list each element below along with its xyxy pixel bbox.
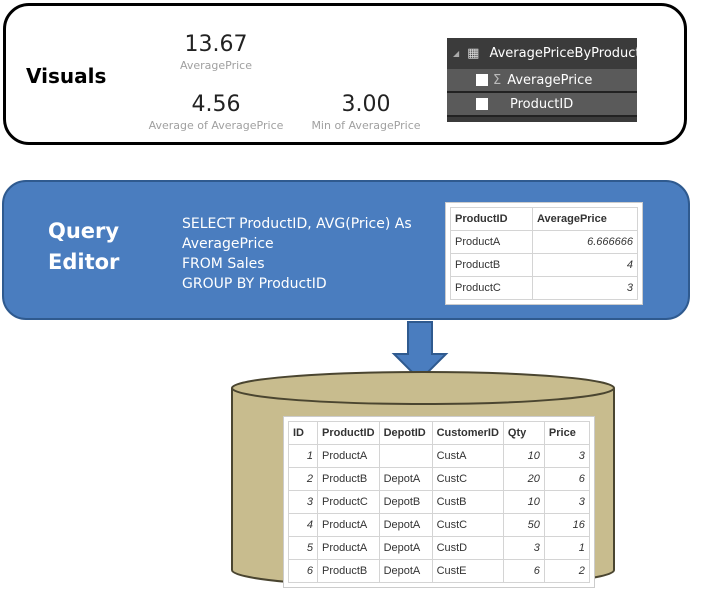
field-item-productid[interactable]: ProductID bbox=[447, 93, 637, 117]
table-cell: ProductC bbox=[450, 276, 533, 300]
down-arrow-icon bbox=[391, 321, 449, 382]
table-cell: ProductB bbox=[317, 559, 380, 583]
table-cell: 3 bbox=[502, 536, 545, 560]
query-editor-label: Query Editor bbox=[48, 219, 120, 274]
column-header: CustomerID bbox=[431, 421, 504, 445]
table-cell: CustE bbox=[431, 559, 504, 583]
checkbox[interactable] bbox=[476, 98, 488, 110]
table-cell: DepotA bbox=[378, 536, 433, 560]
sigma-icon: Σ bbox=[493, 72, 502, 88]
kpi-card[interactable]: 4.56 Average of AveragePrice bbox=[136, 92, 296, 132]
table-grid-icon: ▦ bbox=[467, 45, 480, 61]
table-cell: 1 bbox=[288, 444, 318, 468]
table-cell: 5 bbox=[288, 536, 318, 560]
table-cell: 50 bbox=[502, 513, 545, 537]
collapse-triangle-icon[interactable]: ◢ bbox=[453, 48, 460, 58]
field-name: AveragePrice bbox=[507, 72, 593, 88]
table-cell: 1 bbox=[543, 536, 590, 560]
table-cell bbox=[378, 444, 433, 468]
kpi-card[interactable]: 3.00 Min of AveragePrice bbox=[296, 92, 436, 132]
table-cell: ProductA bbox=[450, 230, 533, 254]
column-header: DepotID bbox=[378, 421, 433, 445]
column-header: Qty bbox=[502, 421, 545, 445]
checkbox[interactable] bbox=[476, 74, 488, 86]
table-cell: CustC bbox=[431, 467, 504, 491]
column-header: Price bbox=[543, 421, 590, 445]
table-cell: 10 bbox=[502, 444, 545, 468]
kpi-card[interactable]: 13.67 AveragePrice bbox=[146, 32, 286, 72]
table-cell: ProductA bbox=[317, 536, 380, 560]
kpi-value: 4.56 bbox=[191, 92, 241, 117]
table-cell: 20 bbox=[502, 467, 545, 491]
table-cell: 6 bbox=[543, 467, 590, 491]
table-cell: 6 bbox=[288, 559, 318, 583]
table-cell: CustD bbox=[431, 536, 504, 560]
table-row: 3 ProductC DepotB CustB 10 3 bbox=[288, 490, 590, 514]
kpi-value: 13.67 bbox=[184, 32, 248, 57]
table-cell: 2 bbox=[543, 559, 590, 583]
table-cell: ProductB bbox=[317, 467, 380, 491]
table-cell: ProductC bbox=[317, 490, 380, 514]
table-cell: 16 bbox=[543, 513, 590, 537]
table-row: ProductA 6.666666 bbox=[450, 230, 639, 254]
table-row: ProductC 3 bbox=[450, 276, 639, 300]
kpi-label: AveragePrice bbox=[179, 59, 252, 72]
table-cell: DepotA bbox=[378, 513, 433, 537]
fields-pane: ◢ ▦ AveragePriceByProduct Σ AveragePrice… bbox=[447, 38, 641, 122]
table-cell: ProductA bbox=[317, 444, 380, 468]
visuals-label: Visuals bbox=[26, 64, 107, 88]
table-cell: 4 bbox=[531, 253, 639, 277]
table-cell: 6 bbox=[502, 559, 545, 583]
table-cell: 10 bbox=[502, 490, 545, 514]
fields-table-header[interactable]: ◢ ▦ AveragePriceByProduct bbox=[447, 41, 641, 65]
kpi-label: Average of AveragePrice bbox=[148, 119, 284, 132]
sales-table: ID ProductID DepotID CustomerID Qty Price 1 Pro… bbox=[283, 416, 595, 588]
column-header: ProductID bbox=[317, 421, 380, 445]
table-row: 2 ProductB DepotA CustC 20 6 bbox=[288, 467, 590, 491]
table-cell: 4 bbox=[288, 513, 318, 537]
table-row: 5 ProductA DepotA CustD 3 1 bbox=[288, 536, 590, 560]
column-header: ID bbox=[288, 421, 318, 445]
table-cell: 3 bbox=[543, 490, 590, 514]
kpi-value: 3.00 bbox=[341, 92, 391, 117]
table-row: 1 ProductA CustA 10 3 bbox=[288, 444, 590, 468]
table-cell: 6.666666 bbox=[531, 230, 639, 254]
table-cell: DepotA bbox=[378, 559, 433, 583]
table-row: ProductB 4 bbox=[450, 253, 639, 277]
kpi-label: Min of AveragePrice bbox=[311, 119, 421, 132]
table-row: 6 ProductB DepotA CustE 6 2 bbox=[288, 559, 590, 583]
table-cell: DepotA bbox=[378, 467, 433, 491]
table-cell: 3 bbox=[288, 490, 318, 514]
sql-query: SELECT ProductID, AVG(Price) As AveragePr… bbox=[182, 216, 412, 292]
table-cell: CustC bbox=[431, 513, 504, 537]
table-cell: CustA bbox=[431, 444, 504, 468]
table-cell: 3 bbox=[543, 444, 590, 468]
table-name: AveragePriceByProduct bbox=[489, 45, 641, 61]
table-row: 4 ProductA DepotA CustC 50 16 bbox=[288, 513, 590, 537]
table-cell: DepotB bbox=[378, 490, 433, 514]
query-result-table: ProductID AveragePrice ProductA 6.666666 Pr… bbox=[445, 202, 643, 305]
table-cell: 2 bbox=[288, 467, 318, 491]
table-cell: ProductB bbox=[450, 253, 533, 277]
field-item-averageprice[interactable]: Σ AveragePrice bbox=[447, 69, 637, 93]
table-cell: ProductA bbox=[317, 513, 380, 537]
table-cell: 3 bbox=[531, 276, 639, 300]
table-cell: CustB bbox=[431, 490, 504, 514]
field-name: ProductID bbox=[510, 96, 574, 112]
